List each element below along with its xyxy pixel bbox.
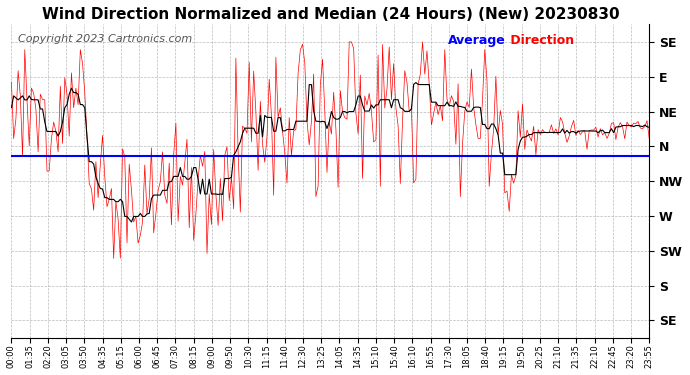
Text: Copyright 2023 Cartronics.com: Copyright 2023 Cartronics.com [18,34,192,44]
Text: Direction: Direction [506,34,574,47]
Text: Average: Average [448,34,506,47]
Title: Wind Direction Normalized and Median (24 Hours) (New) 20230830: Wind Direction Normalized and Median (24… [41,7,619,22]
